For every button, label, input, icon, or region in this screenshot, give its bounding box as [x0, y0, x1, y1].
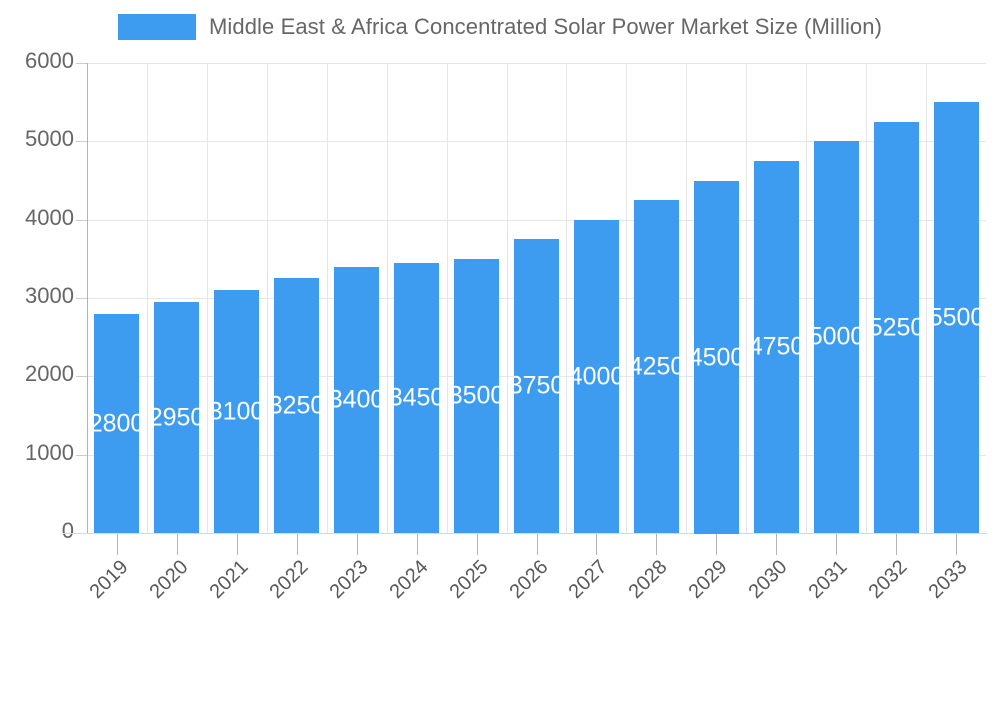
bar[interactable]: 4250	[634, 200, 679, 533]
bar-label-clip: 4750	[754, 161, 799, 533]
y-axis-tick-label: 4000	[25, 204, 74, 230]
gridline-horizontal	[87, 141, 986, 143]
bar-value-label: 3400	[334, 385, 379, 414]
gridline-vertical	[507, 63, 508, 533]
bar[interactable]: 4750	[754, 161, 799, 533]
bar[interactable]: 3500	[454, 259, 499, 533]
bar[interactable]: 3100	[214, 290, 259, 533]
bar-chart: Middle East & Africa Concentrated Solar …	[0, 14, 1000, 604]
x-axis-tick-mark	[776, 534, 777, 555]
gridline-vertical	[566, 63, 567, 533]
bar-label-clip: 3450	[394, 263, 439, 533]
gridline-vertical	[147, 63, 148, 533]
y-axis-tick-mark	[76, 376, 87, 378]
y-axis-tick-label: 5000	[25, 126, 74, 152]
bar-value-label: 2800	[94, 409, 139, 437]
bar-label-clip: 3100	[214, 290, 259, 533]
x-axis-tick-mark	[357, 534, 358, 555]
bar[interactable]: 2800	[94, 314, 139, 533]
y-axis-tick-label: 6000	[25, 48, 74, 73]
bar-value-label: 5000	[814, 322, 859, 351]
bar-value-label: 3100	[214, 397, 259, 425]
bar[interactable]: 4000	[574, 220, 619, 533]
gridline-vertical	[327, 63, 328, 533]
bar-value-label: 3750	[514, 371, 559, 400]
bar-value-label: 3250	[274, 391, 319, 419]
gridline-vertical	[686, 63, 687, 533]
legend-label: Middle East & Africa Concentrated Solar …	[208, 14, 883, 39]
bar-value-label: 4000	[574, 362, 619, 390]
x-axis-tick-mark	[537, 534, 538, 555]
x-axis-tick-mark	[477, 534, 478, 555]
x-axis-tick-mark	[896, 534, 897, 555]
gridline-vertical	[267, 63, 268, 533]
x-axis-tick-mark	[117, 534, 118, 555]
bar-value-label: 4250	[634, 352, 679, 380]
bar-value-label: 3500	[454, 381, 499, 410]
bar[interactable]: 2950	[154, 302, 199, 533]
gridline-vertical	[746, 63, 747, 533]
gridline-vertical	[207, 63, 208, 533]
bar[interactable]: 3400	[334, 267, 379, 533]
bar-value-label: 4500	[694, 343, 739, 371]
y-axis-tick-mark	[76, 141, 87, 143]
x-axis-tick-mark	[417, 534, 418, 555]
y-axis-tick-label: 1000	[25, 439, 74, 465]
bar[interactable]: 5250	[874, 122, 919, 533]
y-axis-line	[87, 63, 88, 534]
bar-value-label: 2950	[154, 403, 199, 431]
x-axis-tick-mark	[177, 534, 178, 555]
y-axis-tick-mark	[76, 219, 87, 221]
x-axis-tick-mark	[716, 534, 717, 555]
bar-value-label: 3450	[394, 383, 439, 412]
bar-label-clip: 5500	[934, 102, 979, 533]
bar[interactable]: 3450	[394, 263, 439, 533]
bar[interactable]: 5500	[934, 102, 979, 533]
x-axis-tick-mark	[596, 534, 597, 555]
x-axis-tick-mark	[956, 534, 957, 555]
x-axis-tick-mark	[656, 534, 657, 555]
bar[interactable]: 3750	[514, 239, 559, 533]
gridline-vertical	[866, 63, 867, 533]
bar-label-clip: 3250	[274, 278, 319, 533]
legend-swatch	[117, 14, 196, 40]
y-axis-tick-mark	[76, 298, 87, 299]
bar-label-clip: 4000	[574, 220, 619, 533]
x-axis-tick-mark	[297, 534, 298, 555]
gridline-vertical	[626, 63, 627, 533]
gridline-horizontal	[87, 63, 986, 64]
gridline-vertical	[387, 63, 388, 533]
gridline-vertical	[806, 63, 807, 533]
y-axis-tick-label: 3000	[25, 283, 74, 308]
gridline-vertical	[926, 63, 927, 533]
bar-label-clip: 4500	[694, 181, 739, 534]
bar[interactable]: 3250	[274, 278, 319, 533]
bar-label-clip: 3750	[514, 239, 559, 533]
bar-label-clip: 5000	[814, 141, 859, 533]
gridline-horizontal	[87, 219, 986, 221]
bar-label-clip: 2950	[154, 302, 199, 533]
y-axis-tick-label: 2000	[25, 361, 74, 387]
x-axis-tick-mark	[237, 534, 238, 555]
bar-label-clip: 4250	[634, 200, 679, 533]
x-axis-line	[62, 533, 987, 534]
gridline-vertical	[447, 63, 448, 533]
x-axis-tick-mark	[836, 534, 837, 555]
bar-value-label: 5250	[874, 313, 919, 341]
bar-value-label: 4750	[754, 332, 799, 361]
bar[interactable]: 5000	[814, 141, 859, 533]
y-axis-tick-mark	[76, 63, 87, 64]
y-axis-tick-mark	[76, 454, 87, 456]
bar-label-clip: 5250	[874, 122, 919, 533]
chart-legend[interactable]: Middle East & Africa Concentrated Solar …	[0, 14, 1000, 40]
bar-value-label: 5500	[934, 303, 979, 331]
bar-label-clip: 3500	[454, 259, 499, 533]
bar-label-clip: 3400	[334, 267, 379, 533]
y-axis-tick-label: 0	[61, 518, 74, 543]
plot-area: 2800 2950 3100 3250 3400 3450 3500 3750 4000 4250…	[87, 63, 986, 534]
bar[interactable]: 4500	[694, 181, 739, 534]
bar-label-clip: 2800	[94, 314, 139, 533]
